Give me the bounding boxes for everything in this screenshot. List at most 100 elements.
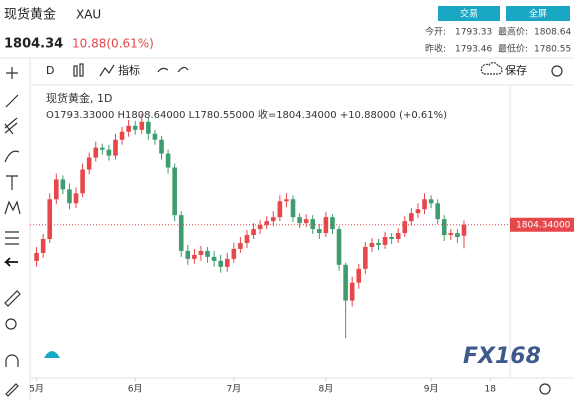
candle-body — [349, 282, 355, 301]
last-price-label: 1804.34000 — [516, 220, 571, 230]
candle-body — [264, 221, 270, 226]
candle-body — [178, 215, 184, 251]
candle-body — [132, 125, 138, 130]
candle-body — [113, 139, 118, 156]
open-value: 1793.33 — [455, 28, 492, 38]
brush-tool[interactable] — [4, 150, 20, 163]
chart-title: 现货黄金, 1D — [46, 91, 112, 105]
high-value: 1808.64 — [534, 28, 571, 38]
trade-button[interactable] — [438, 6, 500, 21]
candle-body — [40, 239, 46, 253]
candle-body — [159, 139, 164, 154]
settings-icon[interactable] — [551, 65, 563, 77]
lock-tool[interactable] — [5, 383, 19, 397]
indicators-button[interactable]: 指标 — [118, 63, 140, 77]
candle-body — [389, 237, 394, 239]
text-tool[interactable] — [6, 175, 18, 190]
candle-body — [290, 199, 296, 218]
fib-tool[interactable] — [4, 117, 18, 135]
candle-body — [139, 121, 145, 130]
candle-body — [146, 121, 151, 134]
candle-body — [455, 233, 460, 238]
high-label: 最高价: — [498, 26, 528, 38]
ohlc-legend: O1793.33000 H1808.64000 L1780.55000 收=18… — [46, 108, 447, 121]
candle-body — [211, 256, 217, 261]
candle-body — [60, 179, 66, 190]
interval-button[interactable]: D — [46, 64, 54, 77]
crosshair-tool[interactable] — [6, 67, 18, 79]
instrument-name: 现货黄金 — [4, 7, 56, 23]
candle-body — [356, 268, 362, 283]
candle-body — [119, 131, 125, 140]
candle-body — [284, 199, 289, 202]
x-tick-label: 7月 — [226, 384, 241, 395]
candle-body — [152, 133, 158, 140]
candle-body — [192, 254, 197, 259]
candle-body — [106, 149, 112, 156]
candle-body — [54, 179, 59, 200]
candle-body — [415, 209, 421, 214]
candle-body — [376, 242, 381, 245]
candle-body — [336, 229, 342, 265]
candle-body — [317, 229, 322, 234]
zoom-tool[interactable] — [5, 318, 17, 330]
trade-button-label[interactable]: 交易 — [460, 8, 478, 20]
cloud-icon[interactable] — [480, 62, 503, 75]
magnet-tool[interactable] — [5, 354, 19, 367]
candle-body — [224, 258, 230, 267]
x-tick-label: 8月 — [319, 384, 334, 395]
candle-body — [395, 233, 401, 239]
price-change: 10.88(0.61%) — [72, 37, 154, 51]
candle-body — [172, 167, 177, 216]
candle-body — [67, 189, 72, 204]
candle-body — [297, 217, 302, 224]
candle-type-icon[interactable] — [73, 63, 84, 77]
pattern-tool[interactable] — [4, 200, 21, 215]
candle-body — [382, 237, 388, 245]
watermark: FX168 — [463, 344, 541, 369]
candle-body — [441, 219, 447, 236]
candle-body — [402, 221, 408, 234]
candle-body — [303, 219, 309, 224]
candle-body — [218, 260, 223, 267]
candle-body — [238, 242, 243, 249]
save-button[interactable]: 保存 — [505, 63, 527, 77]
candle-body — [310, 219, 316, 230]
indicators-icon[interactable] — [99, 64, 115, 77]
candle-body — [363, 246, 368, 269]
candle-body — [251, 229, 256, 236]
candle-body — [428, 199, 434, 204]
candle-body — [461, 224, 467, 236]
x-tick-label: 5月 — [29, 384, 44, 395]
candle-body — [409, 213, 414, 222]
prev-close-value: 1793.46 — [455, 45, 492, 55]
redo-icon[interactable] — [177, 66, 189, 73]
candle-body — [205, 250, 210, 257]
line-tool[interactable] — [5, 94, 19, 108]
back-tool[interactable] — [3, 257, 18, 267]
candle-body — [73, 193, 79, 204]
axis-settings-icon[interactable] — [539, 383, 551, 395]
ruler-tool[interactable] — [4, 290, 21, 307]
candle-body — [185, 250, 191, 259]
last-price: 1804.34 — [4, 37, 63, 52]
fullscreen-button[interactable] — [506, 6, 570, 21]
candle-body — [422, 199, 427, 210]
candle-body — [47, 199, 53, 239]
fullscreen-button-label[interactable]: 全屏 — [529, 8, 547, 20]
candle-body — [277, 201, 283, 218]
candle-body — [369, 242, 375, 247]
candle-body — [343, 264, 348, 301]
undo-icon[interactable] — [157, 67, 169, 73]
logo-icon — [44, 351, 60, 358]
candle-body — [80, 169, 85, 194]
candle-body — [198, 250, 204, 255]
candle-body — [270, 217, 276, 222]
projection-tool[interactable] — [5, 231, 19, 245]
last-price-tag — [510, 217, 574, 232]
prev-close-label: 昨收: — [425, 43, 446, 55]
low-value: 1780.55 — [534, 45, 571, 55]
candle-body — [93, 147, 99, 158]
